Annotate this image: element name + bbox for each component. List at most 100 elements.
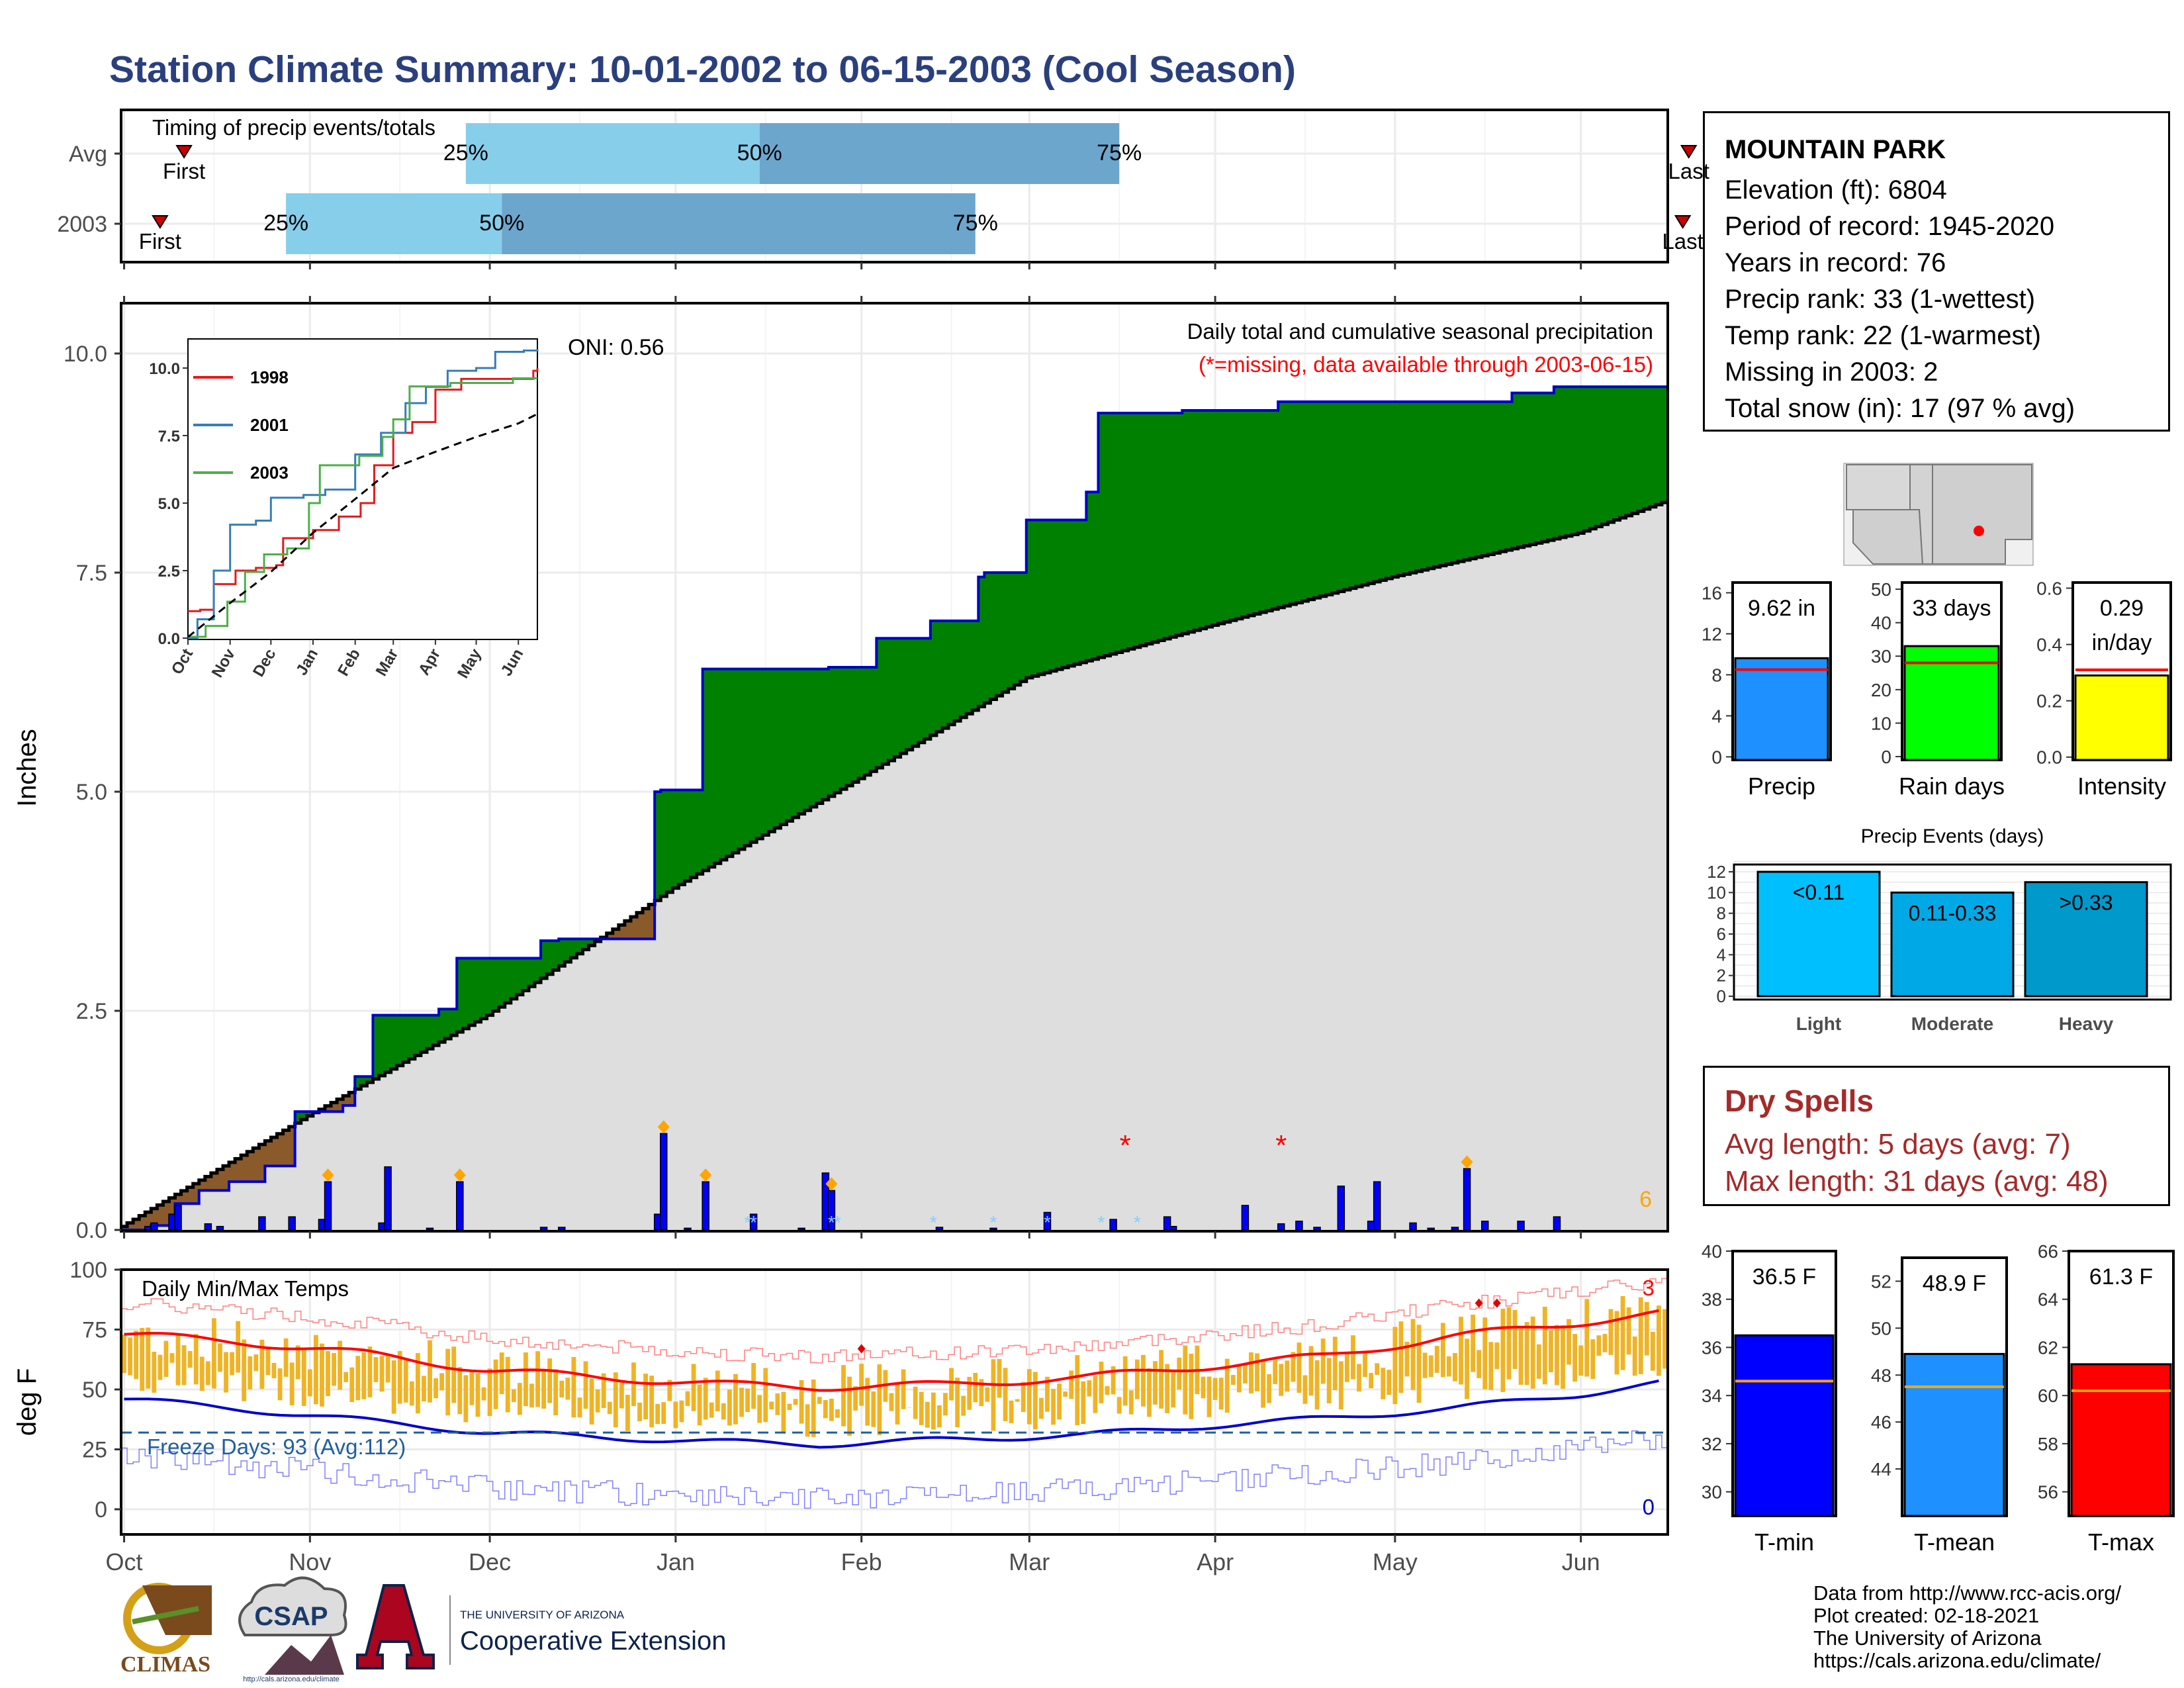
daily-temp-bar bbox=[457, 1367, 463, 1415]
y-tick-label: 0 bbox=[1881, 747, 1891, 767]
map-region bbox=[1909, 464, 1933, 565]
panel-label: Intensity bbox=[2077, 773, 2166, 800]
station-years: Years in record: 76 bbox=[1725, 248, 1946, 277]
daily-temp-bar bbox=[242, 1339, 247, 1401]
y-tick-label: 12 bbox=[1702, 624, 1722, 644]
event-bar bbox=[1756, 870, 1881, 998]
daily-temp-bar bbox=[1134, 1359, 1140, 1399]
daily-precip-bar bbox=[174, 1205, 182, 1231]
daily-temp-bar bbox=[703, 1378, 708, 1420]
daily-temp-bar bbox=[1662, 1309, 1667, 1369]
daily-temp-bar bbox=[158, 1354, 163, 1380]
daily-temp-bar bbox=[481, 1387, 486, 1401]
precip-panel-bar: 0 4 8 12 16 9.62 in Precip bbox=[1702, 581, 1832, 800]
value-text: 33 days bbox=[1912, 596, 1991, 621]
tmean-panel-bar: 44 46 48 50 52 48.9 F T-mean bbox=[1871, 1256, 2008, 1556]
oni-label: ONI: 0.56 bbox=[568, 335, 664, 360]
daily-temp-bar bbox=[385, 1354, 390, 1383]
daily-temp-bar bbox=[1518, 1328, 1524, 1385]
y-tick-label: 32 bbox=[1702, 1434, 1722, 1454]
daily-temp-bar bbox=[1224, 1358, 1230, 1413]
daily-precip-bar bbox=[558, 1227, 566, 1231]
daily-temp-bar bbox=[313, 1335, 318, 1405]
daily-temp-bar bbox=[949, 1368, 954, 1401]
daily-temp-bar bbox=[727, 1389, 732, 1426]
temp-frame bbox=[120, 1268, 1669, 1536]
y-axis-label: deg F bbox=[13, 1368, 42, 1436]
y-tick-label: 16 bbox=[1702, 583, 1722, 603]
first-marker bbox=[152, 215, 169, 229]
daily-temp-bar bbox=[607, 1401, 612, 1415]
daily-temp-bar bbox=[1548, 1330, 1553, 1373]
daily-temp-bar bbox=[637, 1402, 642, 1421]
daily-temp-bar bbox=[673, 1401, 678, 1429]
daily-temp-bar bbox=[1015, 1399, 1020, 1402]
inset-legend-label: 2001 bbox=[250, 415, 289, 435]
y-tick-label: 0.4 bbox=[2036, 635, 2062, 655]
daily-temp-bar bbox=[895, 1382, 900, 1425]
daily-temp-bar bbox=[236, 1321, 241, 1373]
daily-temp-bar bbox=[973, 1372, 978, 1403]
daily-temp-bar bbox=[1212, 1378, 1218, 1400]
daily-precip-bar bbox=[324, 1181, 332, 1231]
daily-temp-bar bbox=[847, 1376, 852, 1436]
daily-temp-bar bbox=[1314, 1360, 1320, 1410]
raindays-panel-bar-value-bar bbox=[1903, 645, 2000, 761]
y-tick-label: 46 bbox=[1871, 1412, 1891, 1432]
x-tick-label: Jan bbox=[657, 1548, 695, 1575]
y-tick-label: 58 bbox=[2038, 1434, 2058, 1454]
daily-temp-bar bbox=[1398, 1321, 1404, 1393]
y-tick-label: 0.0 bbox=[76, 1218, 107, 1243]
dry-spells-avg: Avg length: 5 days (avg: 7) bbox=[1725, 1128, 2071, 1160]
daily-temp-bar bbox=[1620, 1295, 1625, 1370]
snow-marker bbox=[700, 1168, 712, 1182]
daily-temp-bar bbox=[1567, 1319, 1571, 1365]
daily-temp-bar bbox=[697, 1384, 702, 1426]
daily-temp-bar bbox=[1165, 1364, 1170, 1413]
daily-temp-bar bbox=[769, 1401, 774, 1410]
y-tick-label: 8 bbox=[1711, 665, 1722, 685]
ua-small-text: THE UNIVERSITY OF ARIZONA bbox=[460, 1609, 625, 1621]
daily-precip-bar bbox=[1295, 1221, 1303, 1231]
daily-temp-bar bbox=[1302, 1375, 1308, 1404]
y-tick-label: 60 bbox=[2038, 1385, 2058, 1406]
temp-title: Daily Min/Max Temps bbox=[142, 1276, 349, 1301]
y-tick-label: 50 bbox=[1871, 1318, 1891, 1338]
daily-temp-bar bbox=[1189, 1353, 1194, 1419]
locator-map bbox=[1843, 463, 2034, 566]
station-temp-rank: Temp rank: 22 (1-warmest) bbox=[1725, 321, 2041, 350]
y-tick-label: 44 bbox=[1871, 1459, 1891, 1479]
daily-temp-bar bbox=[643, 1374, 648, 1420]
daily-temp-bar bbox=[122, 1335, 126, 1374]
pct-label: 75% bbox=[953, 211, 998, 236]
value-text: 0.29 bbox=[2100, 596, 2144, 621]
daily-temp-bar bbox=[403, 1358, 408, 1403]
daily-precip-bar bbox=[150, 1222, 158, 1231]
daily-temp-bar bbox=[422, 1376, 426, 1402]
pct-label: 25% bbox=[443, 140, 488, 165]
daily-temp-bar bbox=[248, 1356, 253, 1389]
y-tick-label: 56 bbox=[2038, 1482, 2058, 1503]
daily-temp-bar bbox=[1530, 1316, 1535, 1389]
inset-y-label: 5.0 bbox=[158, 495, 180, 513]
daily-temp-bar bbox=[1159, 1350, 1163, 1409]
event-category: Moderate bbox=[1911, 1013, 1993, 1034]
value-text: 36.5 F bbox=[1752, 1264, 1816, 1289]
last-label: Last bbox=[1662, 229, 1703, 254]
daily-temp-bar bbox=[1026, 1369, 1032, 1425]
daily-temp-bar bbox=[367, 1346, 373, 1397]
daily-temp-bar bbox=[853, 1385, 858, 1411]
x-tick-label: Nov bbox=[289, 1548, 331, 1575]
daily-precip-bar bbox=[660, 1133, 668, 1231]
temp-panel: Daily Min/Max Temps Freeze Days: 93 (Avg:… bbox=[13, 1258, 1669, 1536]
timing-bar-50-75 bbox=[759, 123, 1120, 184]
daily-temp-bar bbox=[212, 1318, 216, 1389]
csap-mountain bbox=[265, 1635, 344, 1675]
daily-temp-bar bbox=[1351, 1335, 1355, 1380]
station-location-dot bbox=[1974, 526, 1984, 536]
daily-temp-bar bbox=[1488, 1342, 1494, 1390]
avg-tmax-line bbox=[124, 1309, 1659, 1392]
pct-label: 75% bbox=[1097, 140, 1142, 165]
intensity-panel-bar: 0.0 0.2 0.4 0.6 0.29 in/day Intensity bbox=[2036, 579, 2172, 800]
